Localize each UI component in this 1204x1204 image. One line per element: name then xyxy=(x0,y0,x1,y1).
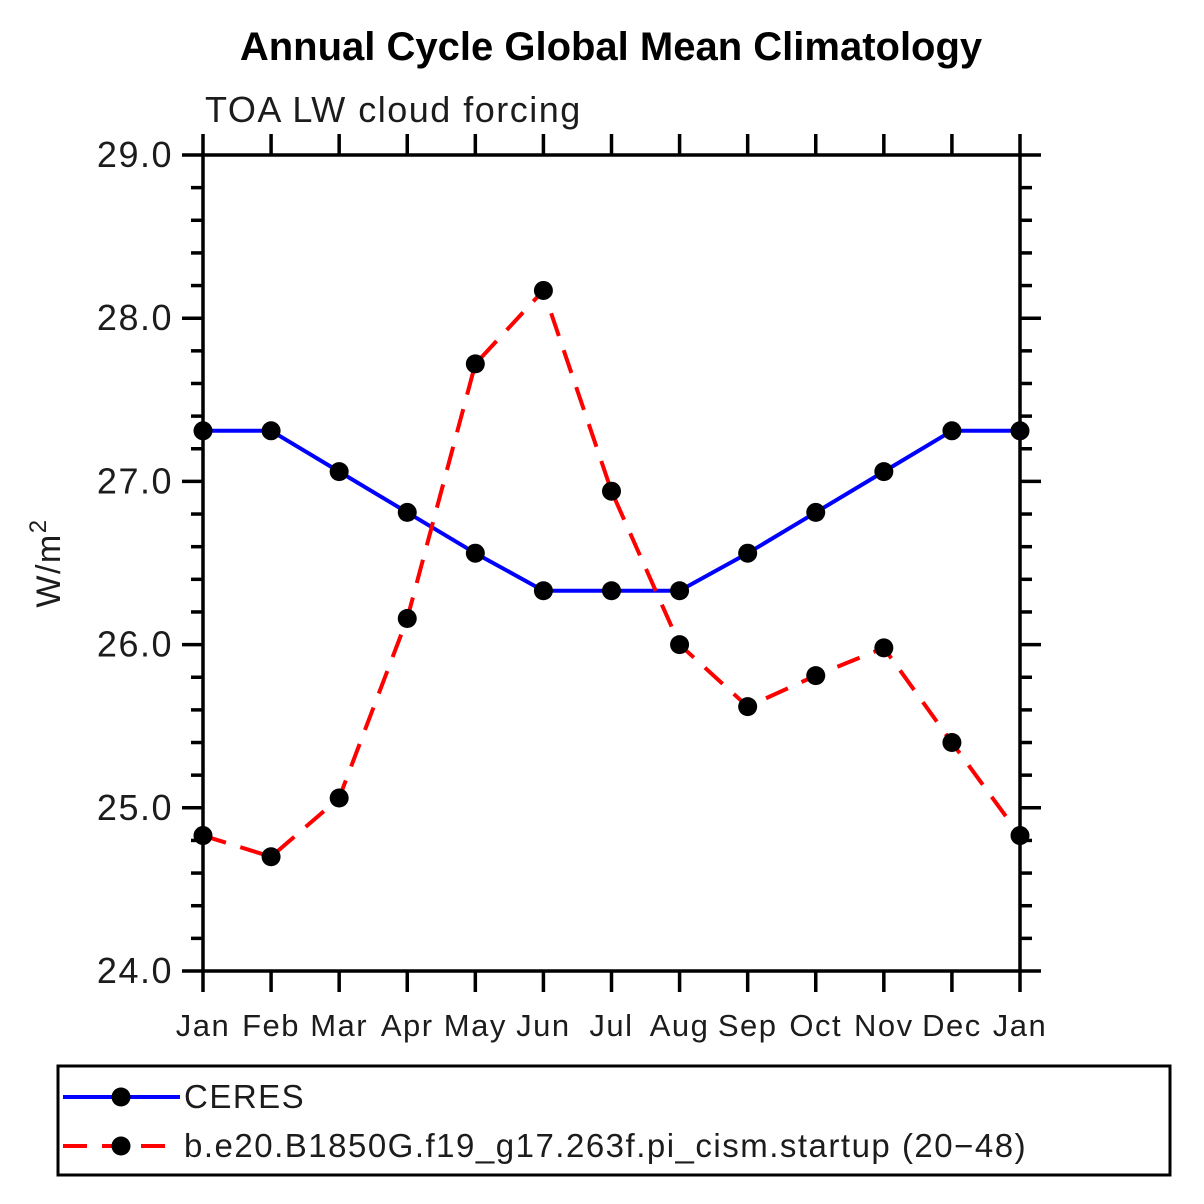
series-line-model xyxy=(202,288,1022,859)
data-point-marker-ceres xyxy=(806,502,826,522)
data-point-marker-ceres xyxy=(261,421,281,441)
data-point-marker-model xyxy=(193,826,213,846)
data-point-marker-model xyxy=(738,697,758,717)
x-tick-label: Mar xyxy=(310,1008,368,1043)
data-point-marker-ceres xyxy=(874,462,894,482)
y-tick-label: 25.0 xyxy=(97,787,173,828)
series-line-ceres xyxy=(203,428,1020,593)
x-tick-label: Jan xyxy=(993,1008,1047,1043)
y-tick-label: 24.0 xyxy=(97,950,173,991)
legend-item-ceres: CERES xyxy=(63,1078,305,1115)
x-tick-label: Jan xyxy=(176,1008,230,1043)
legend-marker-sample xyxy=(111,1087,131,1107)
x-tick-label: Oct xyxy=(789,1008,842,1043)
chart-title: Annual Cycle Global Mean Climatology xyxy=(240,25,983,69)
legend-label: CERES xyxy=(184,1078,305,1115)
data-point-marker-model xyxy=(397,608,417,628)
data-point-marker-ceres xyxy=(670,581,690,601)
y-tick-label: 26.0 xyxy=(97,624,173,665)
legend-box xyxy=(56,1064,1172,1177)
data-point-marker-ceres xyxy=(533,581,553,601)
x-tick-label: Feb xyxy=(242,1008,300,1043)
data-point-marker-model xyxy=(602,481,621,501)
legend-label: b.e20.B1850G.f19_g17.263f.pi_cism.startu… xyxy=(184,1127,1027,1164)
x-tick-label: May xyxy=(444,1008,507,1043)
data-point-marker-ceres xyxy=(942,421,962,441)
x-tick-label: Apr xyxy=(381,1008,434,1043)
data-point-marker-model xyxy=(329,788,349,808)
legend-marker-sample xyxy=(111,1136,131,1156)
data-point-marker-ceres xyxy=(397,502,417,522)
legend-item-model: b.e20.B1850G.f19_g17.263f.pi_cism.startu… xyxy=(63,1127,1027,1164)
plot-frame xyxy=(201,153,1022,973)
y-tick-label: 27.0 xyxy=(97,460,173,501)
y-tick-label: 28.0 xyxy=(97,297,173,338)
x-tick-label: Sep xyxy=(718,1008,778,1043)
data-point-marker-model xyxy=(465,354,485,374)
data-point-marker-ceres xyxy=(738,543,758,563)
chart-subtitle: TOA LW cloud forcing xyxy=(205,89,582,130)
data-point-marker-ceres xyxy=(1010,421,1030,441)
x-tick-label: Aug xyxy=(650,1008,710,1043)
x-tick-label: Jun xyxy=(516,1008,570,1043)
y-tick-label: 29.0 xyxy=(97,134,173,175)
data-point-marker-ceres xyxy=(193,421,213,441)
data-point-marker-ceres xyxy=(602,581,621,601)
data-point-marker-model xyxy=(1010,826,1030,846)
data-point-marker-ceres xyxy=(465,543,485,563)
data-point-marker-model xyxy=(874,638,894,658)
data-point-marker-model xyxy=(670,635,690,655)
x-tick-label: Nov xyxy=(854,1008,914,1043)
data-point-marker-model xyxy=(261,847,281,867)
y-axis-label: W/m2 xyxy=(25,518,68,607)
data-point-marker-model xyxy=(533,280,553,300)
data-point-marker-model xyxy=(942,733,962,753)
data-point-marker-model xyxy=(806,666,826,686)
data-point-marker-ceres xyxy=(329,462,349,482)
x-tick-label: Dec xyxy=(922,1008,982,1043)
x-tick-label: Jul xyxy=(589,1008,633,1043)
